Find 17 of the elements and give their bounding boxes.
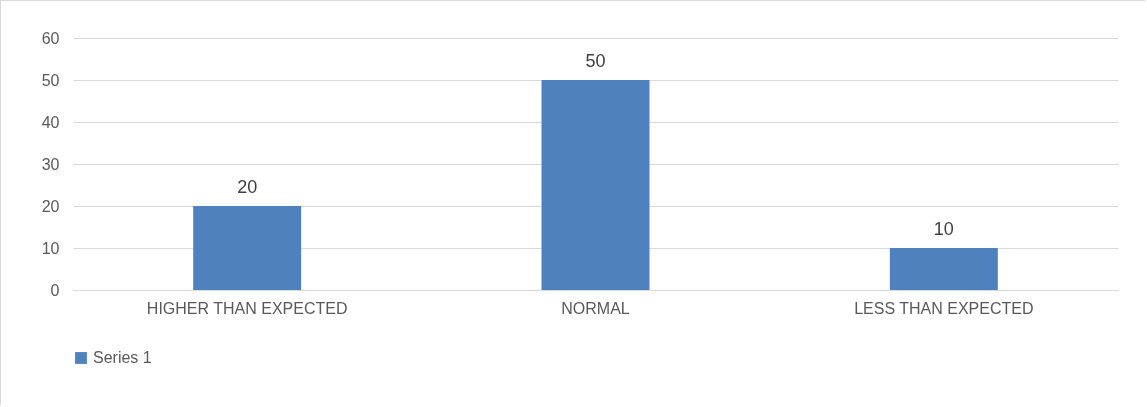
bar [193, 206, 302, 290]
y-tick-label: 20 [41, 197, 60, 215]
y-tick-label: 0 [50, 281, 60, 299]
y-tick-label: 10 [41, 239, 60, 257]
y-tick-label: 40 [41, 113, 60, 131]
y-tick-label: 30 [41, 155, 60, 173]
bar [889, 248, 998, 290]
data-label: 10 [933, 219, 954, 239]
y-tick-label: 60 [41, 29, 60, 47]
bar [541, 80, 650, 290]
x-tick-label: HIGHER THAN EXPECTED [146, 299, 348, 317]
data-label: 50 [585, 51, 606, 71]
x-tick-label: NORMAL [561, 299, 630, 317]
y-tick-label: 50 [41, 71, 60, 89]
legend-label: Series 1 [93, 349, 152, 366]
data-label: 20 [237, 177, 258, 197]
x-tick-label: LESS THAN EXPECTED [854, 299, 1034, 317]
